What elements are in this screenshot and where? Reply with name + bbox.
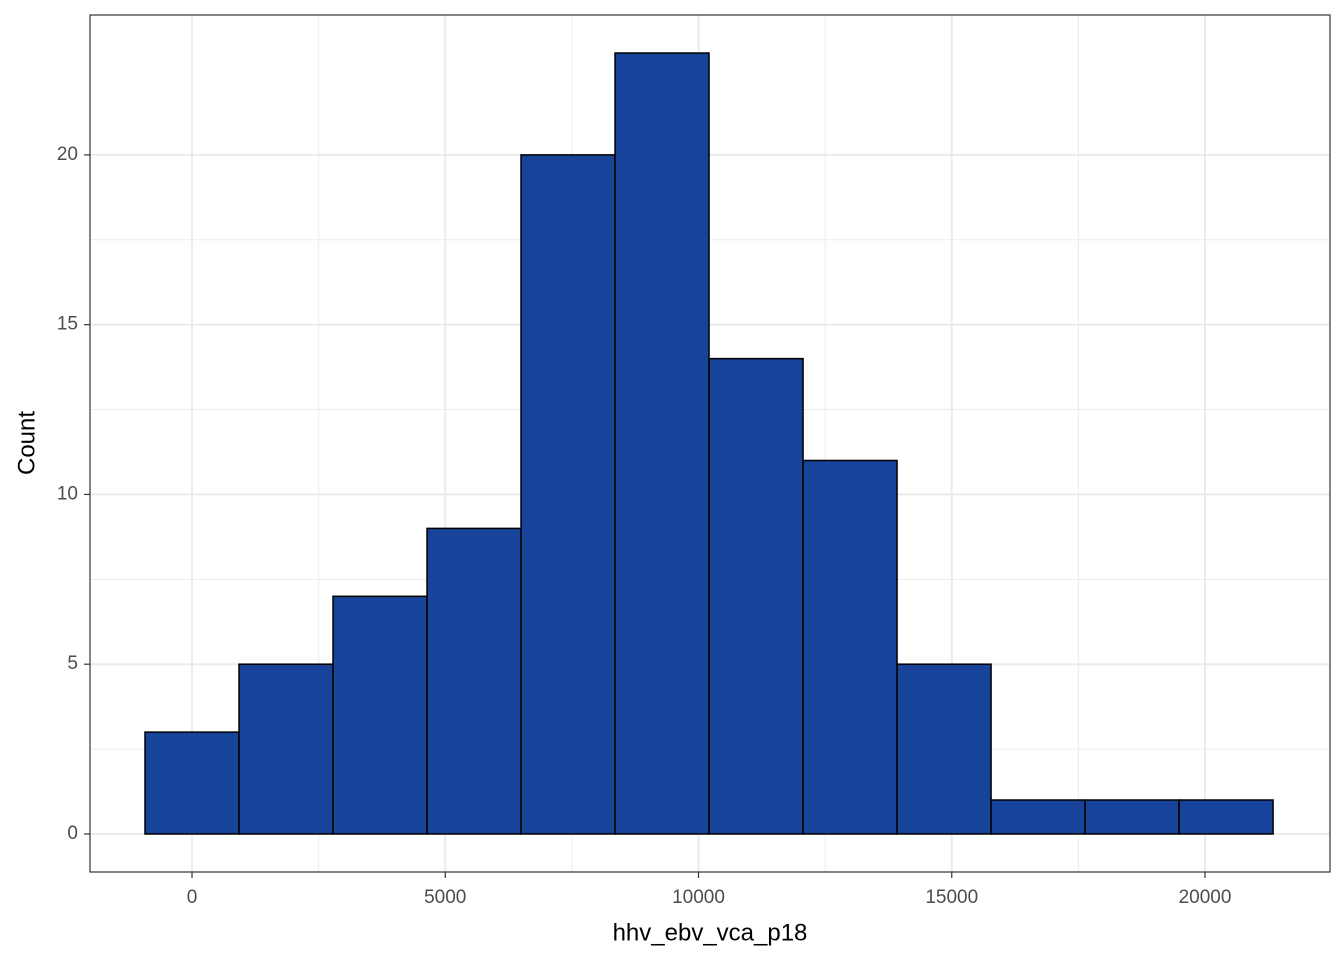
bar [520, 154, 616, 835]
y-tick-label: 10 [57, 483, 78, 504]
bars [144, 52, 1274, 835]
bar [426, 527, 522, 835]
bar [1084, 799, 1180, 835]
bar [614, 52, 710, 835]
bar [990, 799, 1086, 835]
bar [708, 357, 804, 835]
x-tick-label: 10000 [672, 887, 725, 908]
y-tick-label: 5 [67, 653, 78, 674]
x-tick-label: 20000 [1179, 887, 1232, 908]
bar [238, 663, 334, 835]
x-tick-label: 15000 [925, 887, 978, 908]
bar [1178, 799, 1274, 835]
bar [332, 595, 428, 835]
x-tick-label: 0 [187, 887, 198, 908]
y-tick-label: 15 [57, 314, 78, 335]
bar [144, 731, 240, 835]
y-tick-label: 0 [67, 823, 78, 844]
bar [802, 459, 898, 835]
x-axis-title: hhv_ebv_vca_p18 [613, 919, 808, 946]
bar [896, 663, 992, 835]
x-tick-label: 5000 [424, 887, 466, 908]
y-tick-label: 20 [57, 144, 78, 165]
panel-border [89, 14, 1331, 873]
y-axis-title: Count [13, 411, 40, 475]
